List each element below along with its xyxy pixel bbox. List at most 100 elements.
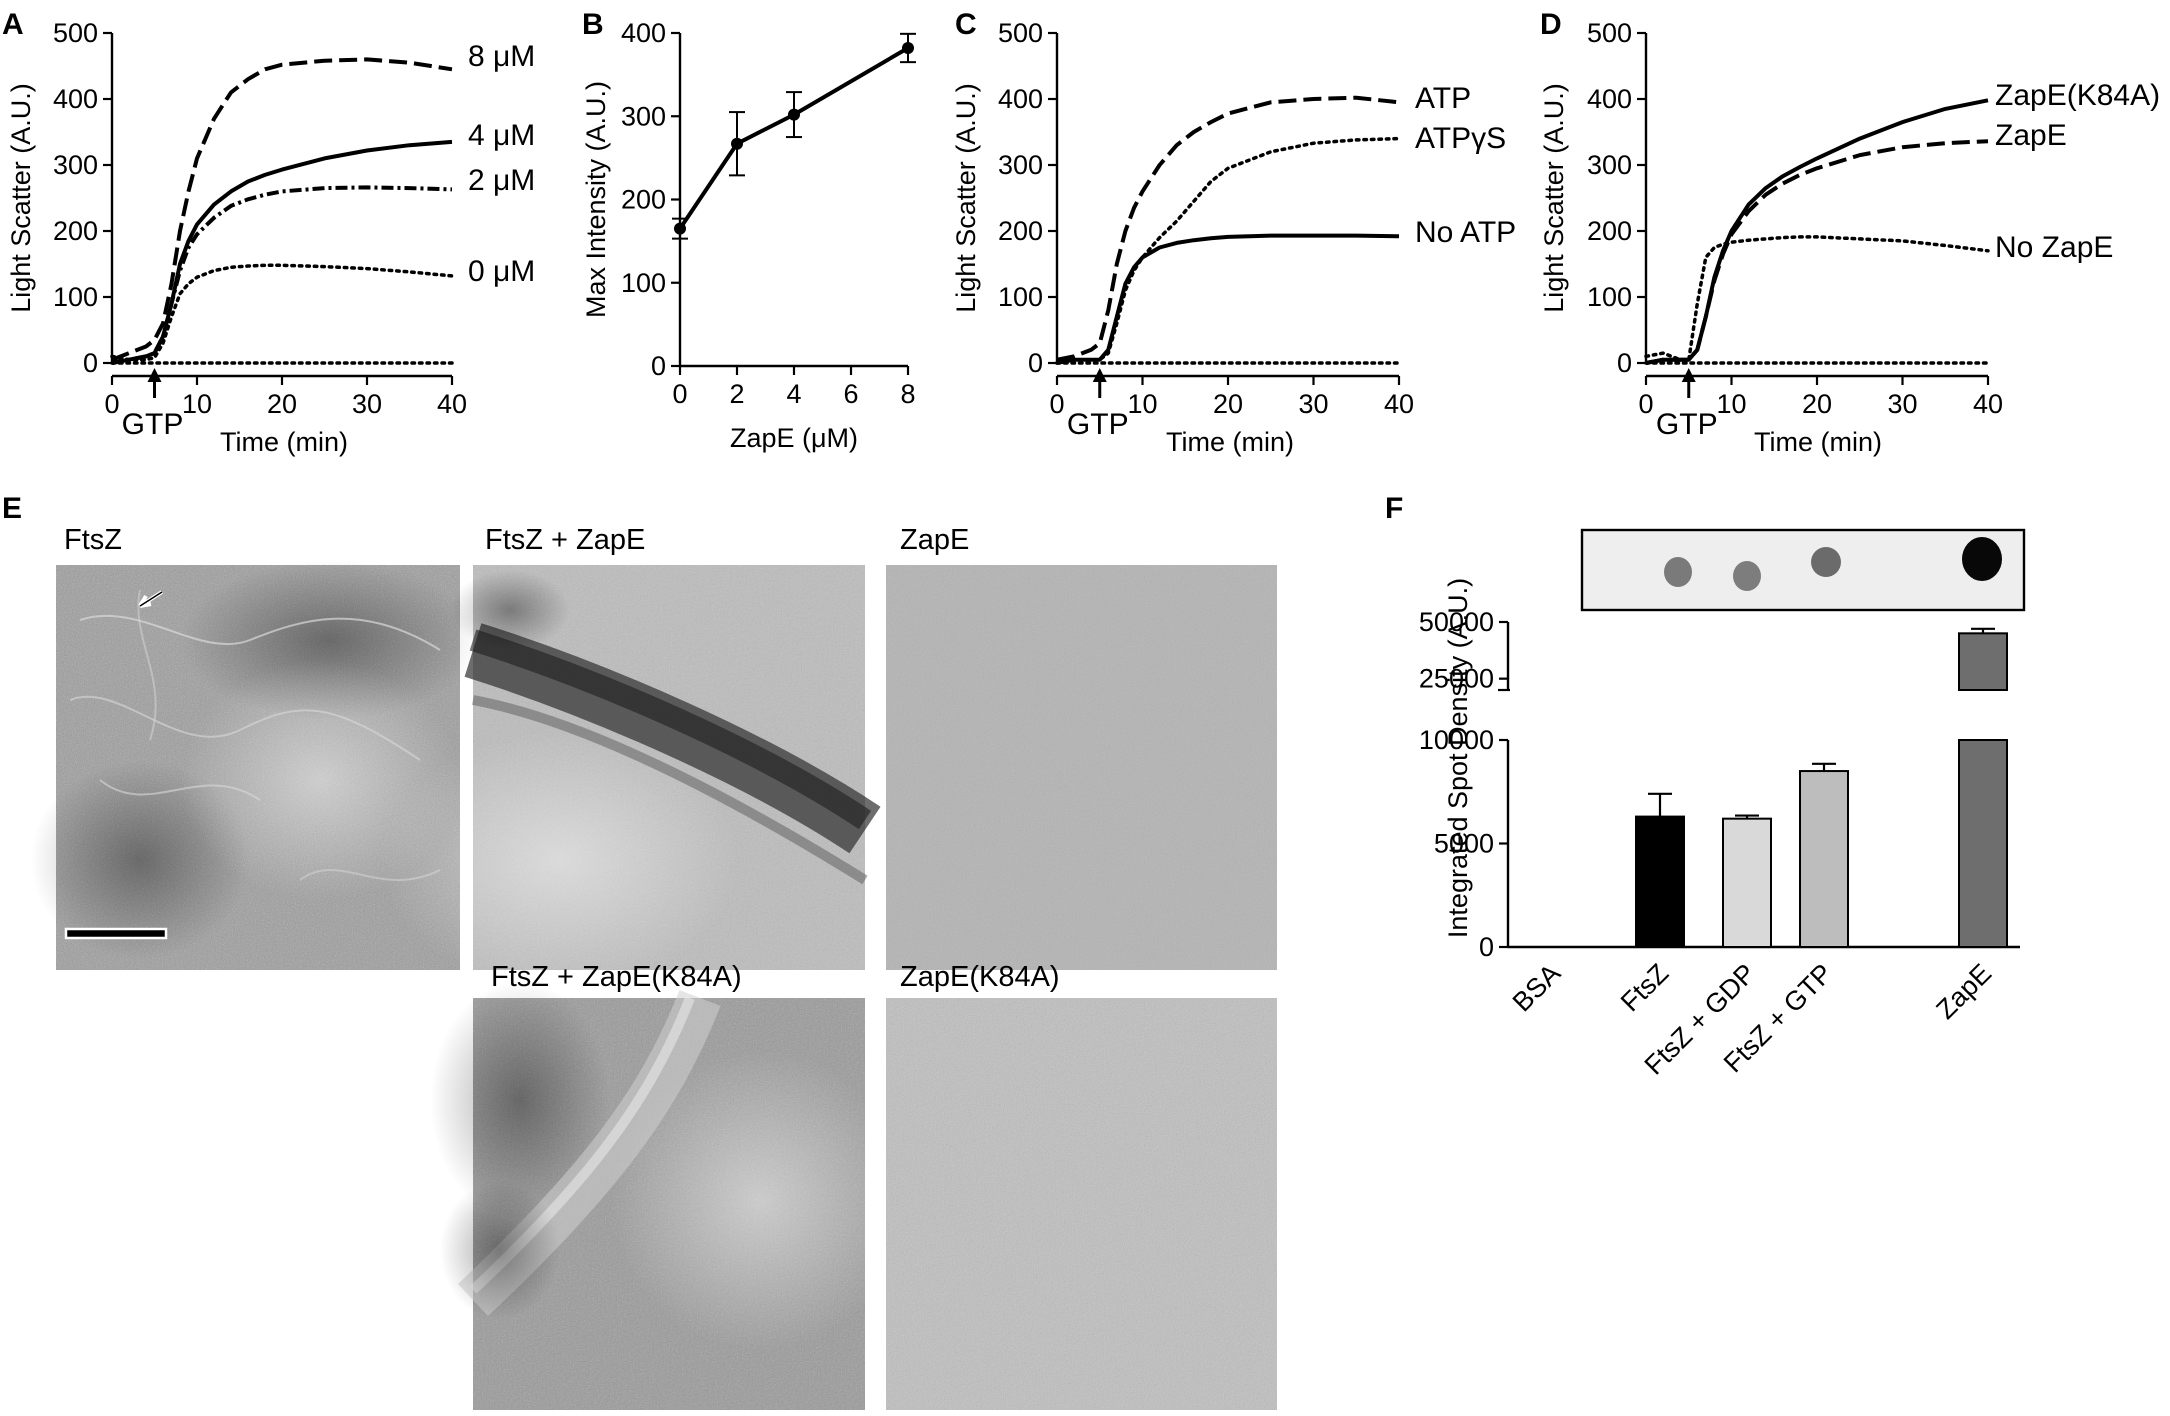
y-tick-label-a: 100 xyxy=(53,282,98,312)
panel-letter-c: C xyxy=(955,8,977,41)
series-label-a-1: 4 μM xyxy=(468,119,535,152)
series-line-c-2 xyxy=(1056,233,1400,365)
y-tick-label-a: 200 xyxy=(53,216,98,246)
y-tick-label-f: 25000 xyxy=(1419,664,1494,694)
y-tick-label-b: 100 xyxy=(621,268,666,298)
x-tick-label-a: 40 xyxy=(437,389,467,419)
data-point-b xyxy=(788,108,800,121)
y-tick-label-f: 0 xyxy=(1479,932,1494,962)
series-label-a-3: 0 μM xyxy=(468,255,535,288)
x-tick-label-c: 0 xyxy=(1049,389,1064,419)
series-line-b-0 xyxy=(678,46,910,230)
y-tick-label-d: 200 xyxy=(1587,216,1632,246)
series-label-a-0: 8 μM xyxy=(468,40,535,73)
series-label-a-2: 2 μM xyxy=(468,164,535,197)
x-tick-label-b: 0 xyxy=(672,379,687,409)
series-line-a-2 xyxy=(111,185,453,365)
micrograph-ftsz xyxy=(30,560,480,970)
chart-d: 0 100 200 300 400 500 0 10 20 30 40 Light Scatter (… xyxy=(1539,18,2160,457)
y-tick-label-a: 500 xyxy=(53,18,98,48)
y-tick-label-f: 50000 xyxy=(1419,607,1494,637)
bar-upper-f-4 xyxy=(1958,632,2008,691)
y-tick-label-b: 400 xyxy=(621,18,666,48)
x-tick-label-d: 40 xyxy=(1973,389,2003,419)
dot-blot-strip xyxy=(1580,528,2026,612)
scale-bar xyxy=(64,927,168,940)
y-axis-title-a: Light Scatter (A.U.) xyxy=(6,83,36,313)
gtp-arrowhead-c xyxy=(1092,368,1107,382)
series-line-d-1 xyxy=(1645,139,1989,365)
x-tick-label-a: 10 xyxy=(182,389,212,419)
y-tick-label-a: 400 xyxy=(53,84,98,114)
series-label-c-2: No ATP xyxy=(1415,216,1516,249)
label-zape: ZapE xyxy=(900,524,969,556)
y-tick-label-c: 300 xyxy=(998,150,1043,180)
series-line-a-3 xyxy=(110,263,454,362)
micrograph-zape-k84a xyxy=(886,998,1277,1410)
x-axis-title-c: Time (min) xyxy=(1166,427,1294,457)
x-tick-label-d: 0 xyxy=(1638,389,1653,419)
x-tick-label-b: 6 xyxy=(843,379,858,409)
blot-spot-zape xyxy=(1962,537,2002,581)
y-axis-title-d: Light Scatter (A.U.) xyxy=(1539,83,1569,313)
series-label-c-0: ATP xyxy=(1415,82,1471,115)
category-label-f-1: FtsZ xyxy=(1615,958,1674,1017)
x-tick-label-a: 30 xyxy=(352,389,382,419)
micrograph-ftsz-zape xyxy=(380,565,881,990)
y-axis-title-b: Max Intensity (A.U.) xyxy=(581,81,611,318)
y-axis-title-c: Light Scatter (A.U.) xyxy=(951,83,981,313)
x-tick-label-b: 8 xyxy=(900,379,915,409)
series-label-d-1: ZapE xyxy=(1995,119,2067,152)
x-axis-title-b: ZapE (μM) xyxy=(730,423,858,453)
y-tick-label-c: 100 xyxy=(998,282,1043,312)
x-tick-label-d: 10 xyxy=(1716,389,1746,419)
bar-f-4 xyxy=(1958,739,2008,948)
bar-f-3 xyxy=(1799,770,1849,948)
y-tick-label-d: 100 xyxy=(1587,282,1632,312)
x-tick-label-b: 2 xyxy=(729,379,744,409)
gtp-label-c: GTP xyxy=(1067,408,1129,441)
y-tick-label-d: 500 xyxy=(1587,18,1632,48)
label-ftsz-zape-k84a: FtsZ + ZapE(K84A) xyxy=(491,961,742,993)
y-tick-label-b: 200 xyxy=(621,185,666,215)
x-axis-title-a: Time (min) xyxy=(220,427,348,457)
data-point-b xyxy=(731,137,743,150)
series-line-a-1 xyxy=(111,139,453,365)
y-tick-label-c: 200 xyxy=(998,216,1043,246)
x-tick-label-a: 20 xyxy=(267,389,297,419)
y-tick-label-c: 400 xyxy=(998,84,1043,114)
y-tick-label-a: 0 xyxy=(83,348,98,378)
x-tick-label-b: 4 xyxy=(786,379,801,409)
blot-spot-ftsz xyxy=(1664,557,1692,587)
series-label-c-1: ATPγS xyxy=(1415,122,1506,155)
data-point-b xyxy=(902,41,914,54)
label-zape-k84a: ZapE(K84A) xyxy=(900,961,1060,993)
chart-a: 0 100 200 300 400 500 0 10 20 30 40 Light Scatter (… xyxy=(6,18,535,457)
x-tick-label-c: 30 xyxy=(1298,389,1328,419)
label-ftsz-zape: FtsZ + ZapE xyxy=(485,524,645,556)
x-tick-label-d: 20 xyxy=(1802,389,1832,419)
panel-letter-f: F xyxy=(1385,492,1403,525)
micrograph-zape xyxy=(886,565,1277,970)
panel-letter-a: A xyxy=(2,8,24,41)
series-line-d-2 xyxy=(1644,235,1990,362)
y-tick-label-c: 0 xyxy=(1028,348,1043,378)
x-tick-label-d: 30 xyxy=(1887,389,1917,419)
bar-f-2 xyxy=(1722,817,1772,948)
category-label-f-0: BSA xyxy=(1507,958,1566,1017)
y-tick-label-d: 400 xyxy=(1587,84,1632,114)
x-tick-label-c: 20 xyxy=(1213,389,1243,419)
series-line-d-0 xyxy=(1645,98,1989,365)
blot-spot-ftsz-gtp xyxy=(1811,547,1841,577)
x-tick-label-c: 10 xyxy=(1127,389,1157,419)
y-tick-label-b: 300 xyxy=(621,101,666,131)
bar-f-1 xyxy=(1635,815,1685,949)
y-tick-label-a: 300 xyxy=(53,150,98,180)
y-tick-label-d: 300 xyxy=(1587,150,1632,180)
label-ftsz: FtsZ xyxy=(64,524,122,556)
data-point-b xyxy=(674,222,686,235)
chart-c: 0 100 200 300 400 500 0 10 20 30 40 Light Scatter (… xyxy=(951,18,1516,457)
gtp-label-d: GTP xyxy=(1656,408,1718,441)
